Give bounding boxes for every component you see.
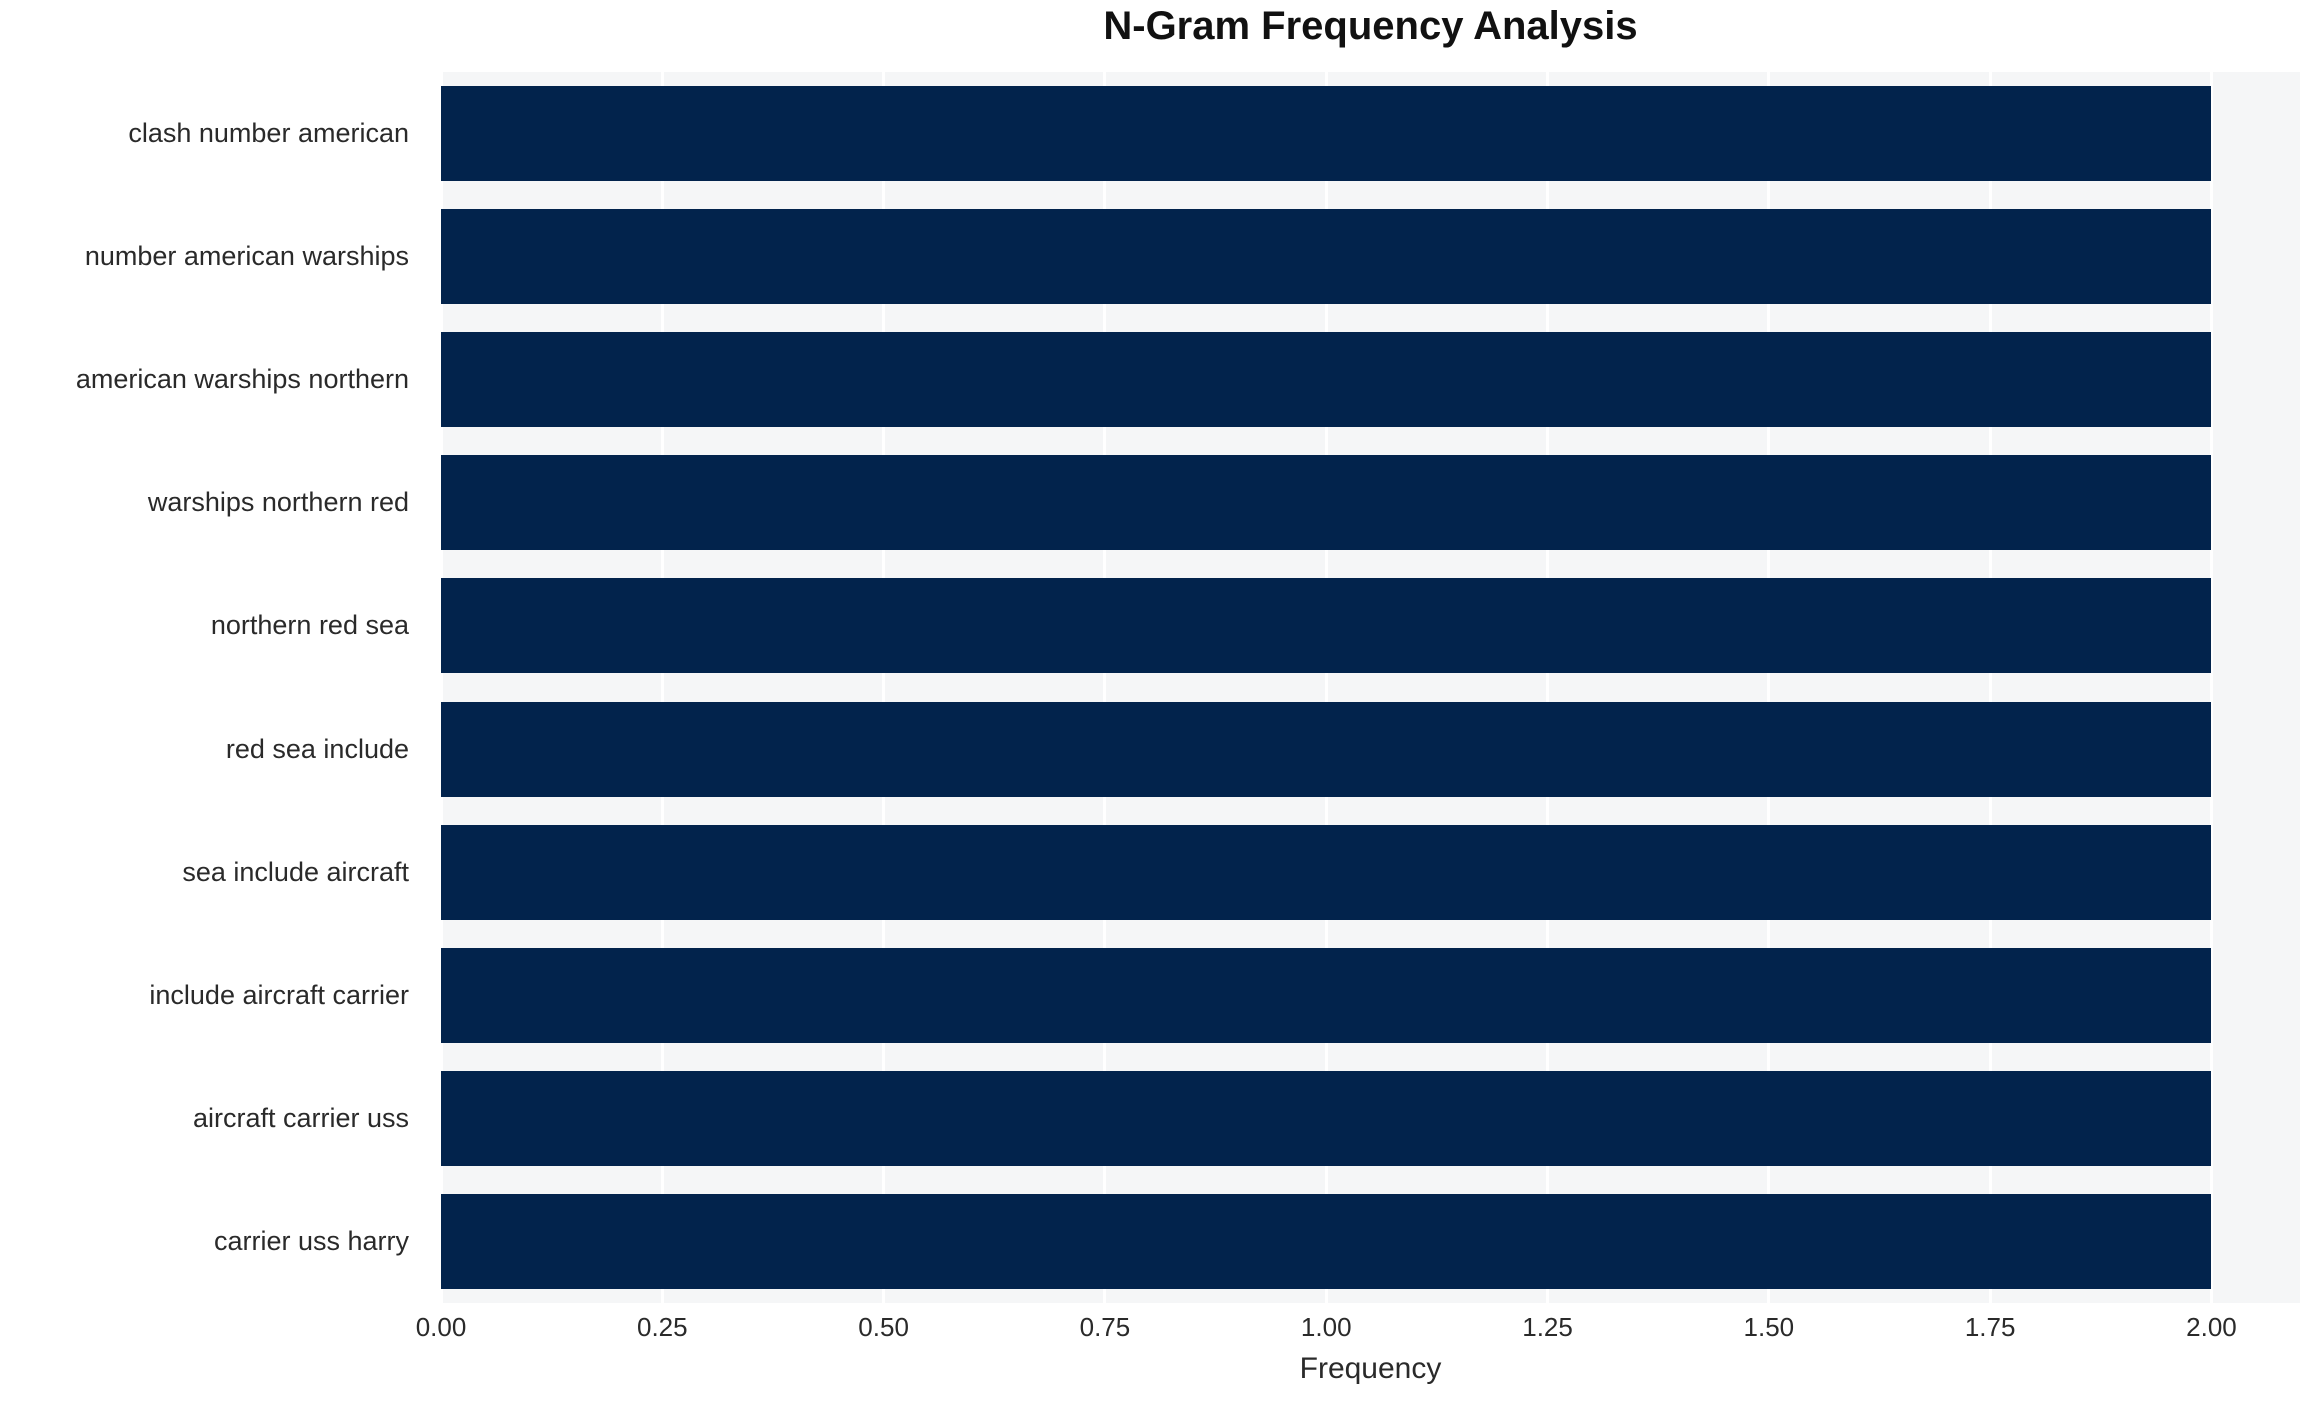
y-tick-label: sea include aircraft <box>182 856 409 887</box>
bar <box>441 1070 2212 1166</box>
gridline <box>1546 72 1550 1303</box>
y-tick-label: carrier uss harry <box>213 1225 409 1256</box>
y-tick-label: warships northern red <box>147 487 409 518</box>
y-axis-labels: clash number american number american war… <box>0 72 425 1303</box>
gridline <box>1324 72 1328 1303</box>
gridline <box>1767 72 1771 1303</box>
y-tick-label: number american warships <box>84 241 409 272</box>
chart-title: N-Gram Frequency Analysis <box>1103 4 1638 48</box>
bar <box>441 1193 2212 1289</box>
bar <box>441 701 2212 797</box>
gridline <box>2209 72 2213 1303</box>
x-tick-label: 1.50 <box>1743 1312 1795 1342</box>
plot-area <box>439 72 2300 1303</box>
gridline <box>882 72 886 1303</box>
x-tick-label: 1.25 <box>1522 1312 1573 1342</box>
gridline <box>660 72 664 1303</box>
x-tick-label: 2.00 <box>2186 1312 2237 1342</box>
bar <box>441 455 2212 551</box>
y-tick-label: aircraft carrier uss <box>192 1102 409 1133</box>
bar <box>441 86 2212 182</box>
x-tick-label: 1.75 <box>1964 1312 2016 1342</box>
gridline <box>1988 72 1992 1303</box>
x-tick-label: 0.50 <box>858 1312 909 1342</box>
bar <box>441 947 2212 1043</box>
y-tick-label: red sea include <box>225 733 409 764</box>
x-tick-label: 1.00 <box>1300 1312 1352 1342</box>
x-axis-title: Frequency <box>1299 1352 1442 1385</box>
bar <box>441 209 2212 305</box>
gridline <box>439 72 443 1303</box>
x-tick-label: 0.00 <box>415 1312 467 1342</box>
y-tick-label: clash number american <box>128 118 409 149</box>
bar <box>441 824 2212 920</box>
bar <box>441 332 2212 428</box>
x-tick-label: 0.75 <box>1079 1312 1131 1342</box>
bar <box>441 578 2212 674</box>
y-tick-label: include aircraft carrier <box>149 979 409 1010</box>
x-tick-label: 0.25 <box>636 1312 688 1342</box>
y-tick-label: northern red sea <box>210 610 409 641</box>
gridline <box>1103 72 1107 1303</box>
y-tick-label: american warships northern <box>75 364 409 395</box>
